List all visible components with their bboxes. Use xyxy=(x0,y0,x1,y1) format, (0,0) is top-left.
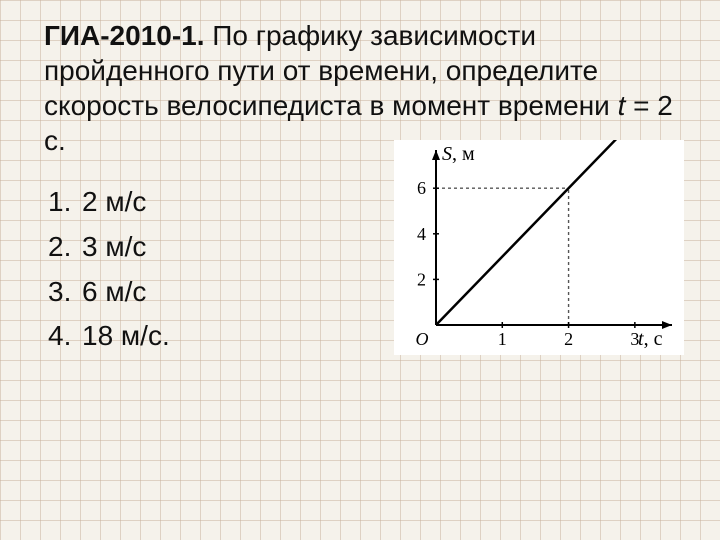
svg-text:S, м: S, м xyxy=(442,143,475,165)
answer-item: 4. 18 м/с. xyxy=(48,314,170,359)
answer-number: 4. xyxy=(48,314,82,359)
answer-text: 2 м/с xyxy=(82,180,146,225)
svg-text:2: 2 xyxy=(564,329,573,349)
svg-text:4: 4 xyxy=(417,224,426,244)
svg-text:2: 2 xyxy=(417,269,426,289)
distance-time-chart: 123246OS, мt, с xyxy=(394,140,684,355)
svg-text:t, с: t, с xyxy=(638,328,663,350)
answer-number: 3. xyxy=(48,270,82,315)
slide-content: ГИА-2010-1. По графику зависимости пройд… xyxy=(0,0,720,540)
question-code: ГИА-2010-1. xyxy=(44,20,205,51)
svg-text:6: 6 xyxy=(417,178,426,198)
svg-text:O: O xyxy=(416,329,429,349)
answer-number: 2. xyxy=(48,225,82,270)
lower-row: 1. 2 м/с 2. 3 м/с 3. 6 м/с 4. 18 м/с. 1 2… xyxy=(44,180,690,359)
answer-number: 1. xyxy=(48,180,82,225)
answer-list: 1. 2 м/с 2. 3 м/с 3. 6 м/с 4. 18 м/с. xyxy=(44,180,170,359)
answer-text: 3 м/с xyxy=(82,225,146,270)
answer-item: 1. 2 м/с xyxy=(48,180,170,225)
answer-item: 3. 6 м/с xyxy=(48,270,170,315)
answer-item: 2. 3 м/с xyxy=(48,225,170,270)
chart-container: 123246OS, мt, с xyxy=(394,140,684,355)
svg-text:1: 1 xyxy=(498,329,507,349)
question-text: ГИА-2010-1. По графику зависимости пройд… xyxy=(44,18,690,158)
answer-text: 6 м/с xyxy=(82,270,146,315)
answer-text: 18 м/с. xyxy=(82,314,170,359)
